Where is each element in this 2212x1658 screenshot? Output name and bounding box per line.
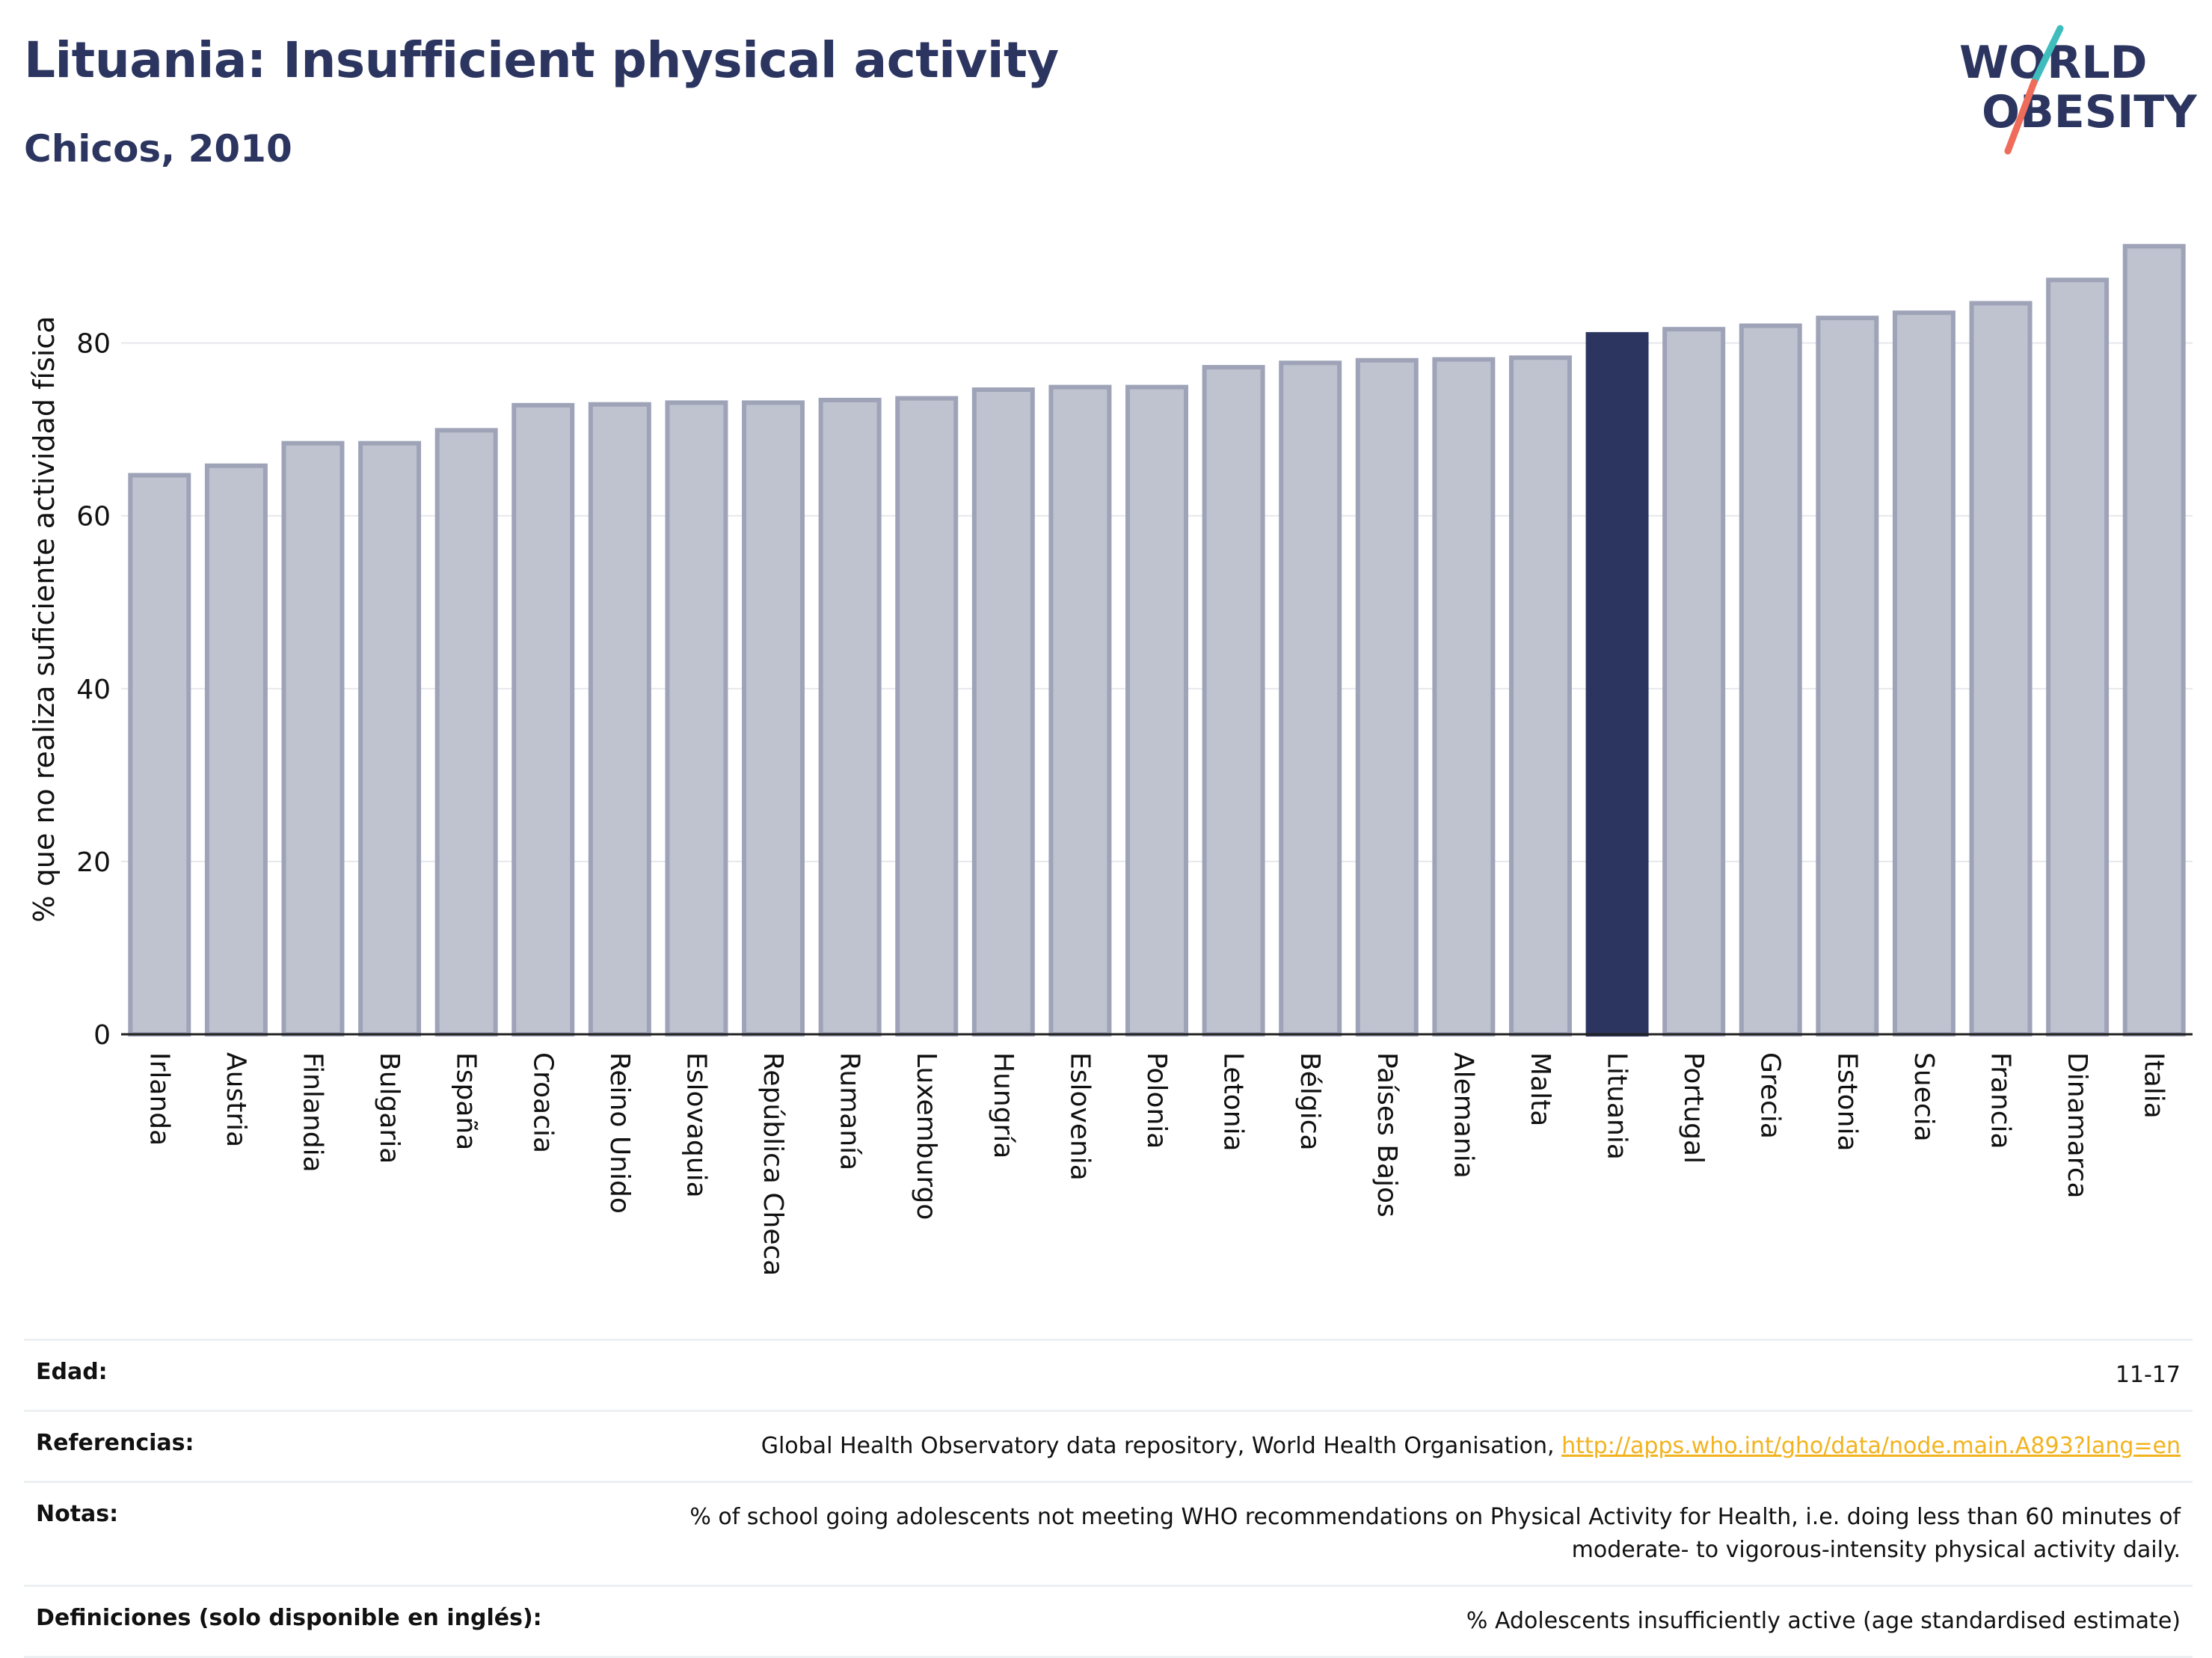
bar-portugal — [1662, 327, 1726, 1037]
bar-estonia — [1816, 316, 1879, 1037]
y-axis-label: % que no realiza suficiente actividad fí… — [28, 316, 61, 923]
x-tick-label: Francia — [1985, 1052, 2016, 1149]
metadata-value-text: % Adolescents insufficiently active (age… — [1466, 1608, 2181, 1634]
x-tick-label: España — [451, 1052, 482, 1150]
x-tick-label: Hungría — [988, 1052, 1019, 1158]
x-tick-label: Dinamarca — [2062, 1052, 2092, 1199]
metadata-label: Edad: — [36, 1359, 108, 1385]
x-tick-label: Alemania — [1448, 1052, 1478, 1179]
metadata-value-text: Global Health Observatory data repositor… — [761, 1433, 1555, 1459]
bar-irlanda — [128, 473, 191, 1037]
bar-luxemburgo — [895, 396, 959, 1037]
bar-austria — [204, 463, 268, 1037]
bar-malta — [1508, 355, 1572, 1037]
x-tick-label: Letonia — [1218, 1052, 1249, 1152]
bar-república-checa — [742, 400, 805, 1037]
logo-coral-slash — [2004, 79, 2038, 155]
metadata-row: Notas: % of school going adolescents not … — [24, 1482, 2193, 1586]
metadata-row: Referencias: Global Health Observatory da… — [24, 1410, 2193, 1482]
x-tick-label: Italia — [2139, 1052, 2169, 1119]
bars — [128, 244, 2186, 1037]
metadata-value-text: 11-17 — [2115, 1362, 2181, 1388]
x-tick-label: Grecia — [1755, 1052, 1786, 1139]
x-tick-label: Portugal — [1678, 1052, 1709, 1164]
bar-francia — [1969, 301, 2033, 1037]
x-tick-label: Bulgaria — [374, 1052, 405, 1164]
bar-hungría — [971, 387, 1035, 1037]
bar-eslovenia — [1048, 384, 1112, 1037]
y-tick-label: 0 — [93, 1020, 111, 1051]
metadata-table: Edad: 11-17 Referencias: Global Health Obse… — [24, 1339, 2193, 1658]
bar-croacia — [511, 402, 575, 1037]
y-tick-label: 60 — [76, 502, 111, 532]
bar-alemania — [1432, 357, 1496, 1037]
category-labels: Irlanda Austria Finlandia Bulgaria España Cro… — [144, 1052, 2169, 1276]
bar-bulgaria — [358, 440, 422, 1037]
axes: 0 20 40 60 80 — [76, 329, 2193, 1051]
page-title: Lituania: Insufficient physical activity — [24, 31, 1059, 89]
x-tick-label: Eslovaquia — [681, 1052, 711, 1198]
x-tick-label: Eslovenia — [1064, 1052, 1095, 1181]
x-tick-label: Rumanía — [835, 1052, 865, 1170]
metadata-row: Edad: 11-17 — [24, 1339, 2193, 1411]
bar-grecia — [1739, 323, 1802, 1037]
bar-dinamarca — [2046, 277, 2110, 1037]
bar-reino-unido — [588, 402, 651, 1037]
metadata-label: Notas: — [36, 1501, 119, 1527]
bar-chart: 0 20 40 60 80 Irlanda Austria Finlandia Bulgari… — [28, 244, 2193, 1276]
reference-link[interactable]: http://apps.who.int/gho/data/node.main.A… — [1561, 1433, 2181, 1459]
bar-lituania — [1585, 332, 1649, 1037]
x-tick-label: República Checa — [758, 1052, 788, 1276]
logo-teal-slash — [2030, 25, 2064, 86]
x-tick-label: Suecia — [1908, 1052, 1939, 1142]
bar-finlandia — [281, 440, 345, 1037]
y-tick-label: 40 — [76, 675, 111, 705]
x-tick-label: Países Bajos — [1371, 1052, 1402, 1218]
y-tick-label: 80 — [76, 329, 111, 360]
metadata-value: % of school going adolescents not meetin… — [554, 1482, 2193, 1586]
metadata-label: Definiciones (solo disponible en inglés)… — [36, 1605, 542, 1631]
bar-polonia — [1125, 384, 1188, 1037]
world-obesity-logo: WORLD OBESITY — [1959, 25, 2198, 155]
bar-países-bajos — [1355, 357, 1419, 1037]
bar-rumanía — [818, 397, 882, 1037]
metadata-label: Referencias: — [36, 1430, 194, 1456]
bar-eslovaquia — [665, 400, 728, 1037]
x-tick-label: Reino Unido — [604, 1052, 635, 1214]
x-tick-label: Lituania — [1602, 1052, 1632, 1160]
metadata-value: Global Health Observatory data repositor… — [554, 1411, 2193, 1482]
x-tick-label: Malta — [1525, 1052, 1555, 1126]
x-tick-label: Finlandia — [297, 1052, 328, 1173]
x-tick-label: Bélgica — [1294, 1052, 1325, 1151]
metadata-value-text: % of school going adolescents not meetin… — [689, 1504, 2181, 1563]
bar-italia — [2122, 244, 2186, 1037]
x-tick-label: Polonia — [1141, 1052, 1172, 1149]
bar-bélgica — [1279, 360, 1342, 1037]
page-subtitle: Chicos, 2010 — [24, 127, 292, 171]
bar-suecia — [1892, 310, 1956, 1037]
y-tick-label: 20 — [76, 847, 111, 878]
x-tick-label: Luxemburgo — [911, 1052, 941, 1220]
bar-letonia — [1202, 365, 1265, 1037]
x-tick-label: Irlanda — [144, 1052, 174, 1146]
x-tick-label: Estonia — [1831, 1052, 1862, 1152]
metadata-value: % Adolescents insufficiently active (age… — [554, 1586, 2193, 1657]
x-tick-label: Croacia — [527, 1052, 558, 1153]
bar-españa — [434, 428, 498, 1037]
metadata-value: 11-17 — [554, 1340, 2193, 1411]
x-tick-label: Austria — [221, 1052, 251, 1147]
metadata-row: Definiciones (solo disponible en inglés)… — [24, 1585, 2193, 1657]
